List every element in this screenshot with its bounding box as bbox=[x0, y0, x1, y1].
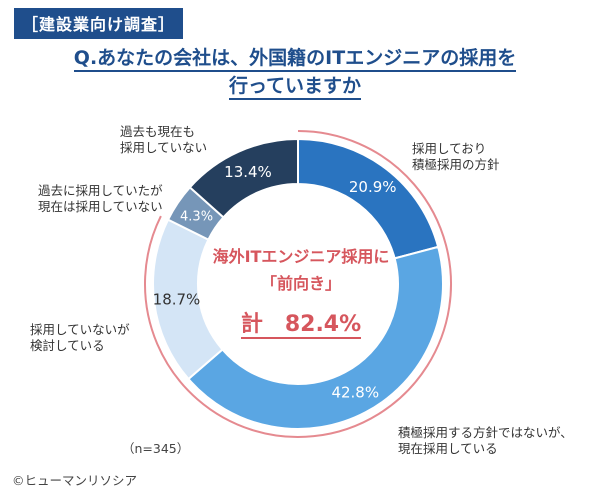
legend-label-1: 採用しており 積極採用の方針 bbox=[412, 141, 500, 172]
slice-value-label-3: 18.7% bbox=[153, 291, 201, 309]
donut-slice-2 bbox=[187, 245, 444, 430]
slice-value-label-4: 4.3% bbox=[180, 209, 213, 224]
sample-size: （n=345） bbox=[122, 441, 190, 456]
center-text-line-2: 「前向き」 bbox=[260, 274, 341, 293]
donut-slice-5 bbox=[188, 137, 299, 219]
survey-tag: ［建設業向け調査］ bbox=[14, 8, 184, 39]
question-line-1: Q.あなたの会社は、外国籍のITエンジニアの採用を bbox=[73, 47, 517, 72]
center-total: 計 82.4% bbox=[196, 306, 406, 339]
center-total-value: 計 82.4% bbox=[240, 312, 362, 339]
legend-label-2: 積極採用する方針ではないが、 現在採用している bbox=[398, 425, 573, 456]
question-title: Q.あなたの会社は、外国籍のITエンジニアの採用を 行っていますか bbox=[0, 44, 590, 100]
legend-label-4: 過去に採用していたが 現在は採用していない bbox=[38, 183, 163, 214]
center-text-line-1: 海外ITエンジニア採用に bbox=[212, 247, 390, 266]
slice-value-label-1: 20.9% bbox=[349, 178, 397, 196]
slice-value-label-5: 13.4% bbox=[224, 163, 272, 181]
legend-label-5: 過去も現在も 採用していない bbox=[120, 124, 208, 155]
slice-value-label-2: 42.8% bbox=[331, 383, 379, 401]
legend-label-3: 採用していないが 検討している bbox=[30, 322, 130, 353]
positive-group-arc bbox=[144, 130, 452, 438]
copyright: ©ヒューマンリソシア bbox=[12, 473, 138, 488]
question-line-2: 行っていますか bbox=[228, 75, 362, 100]
